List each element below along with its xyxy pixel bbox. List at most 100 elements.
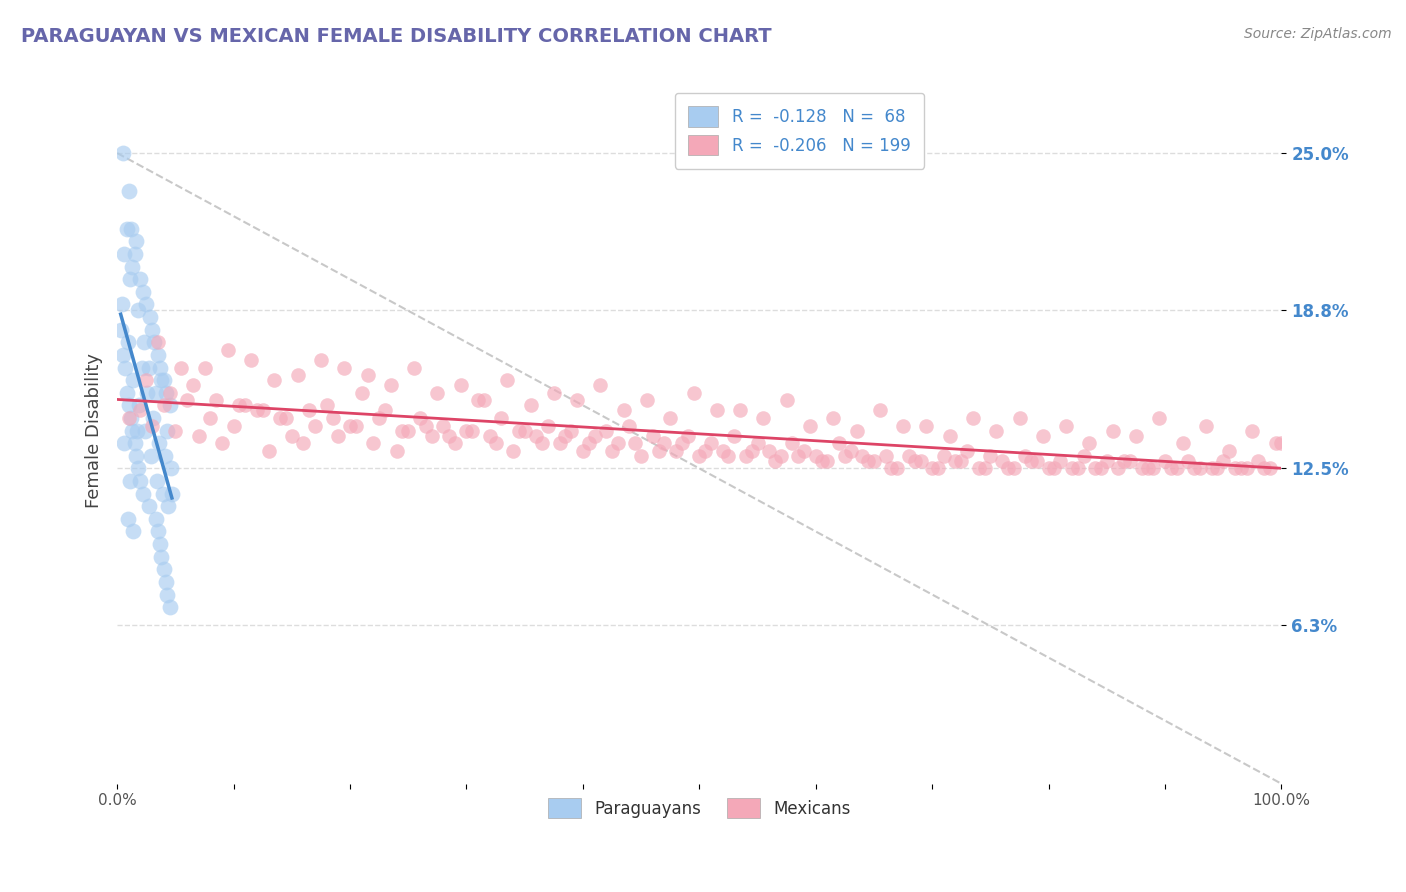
Point — [711, 443, 734, 458]
Point — [682, 385, 704, 400]
Point — [747, 436, 769, 450]
Point — [159, 385, 181, 400]
Point — [728, 403, 751, 417]
Point — [139, 310, 162, 324]
Point — [127, 461, 149, 475]
Point — [665, 443, 688, 458]
Point — [619, 418, 641, 433]
Point — [1218, 443, 1240, 458]
Point — [136, 385, 159, 400]
Point — [426, 385, 449, 400]
Point — [1101, 424, 1123, 438]
Point — [404, 360, 426, 375]
Point — [565, 393, 588, 408]
Point — [122, 373, 145, 387]
Point — [1014, 449, 1036, 463]
Point — [120, 221, 142, 235]
Point — [124, 436, 146, 450]
Point — [1264, 436, 1286, 450]
Point — [1078, 436, 1101, 450]
Point — [1195, 418, 1218, 433]
Point — [1270, 436, 1292, 450]
Point — [938, 428, 960, 442]
Point — [118, 411, 141, 425]
Point — [150, 549, 173, 564]
Point — [114, 360, 136, 375]
Point — [1038, 461, 1060, 475]
Point — [1008, 411, 1031, 425]
Point — [467, 393, 489, 408]
Point — [135, 373, 157, 387]
Point — [1212, 454, 1234, 468]
Point — [159, 398, 181, 412]
Point — [554, 428, 576, 442]
Point — [125, 424, 148, 438]
Point — [138, 500, 160, 514]
Point — [1166, 461, 1188, 475]
Point — [1125, 428, 1147, 442]
Point — [456, 424, 478, 438]
Point — [155, 574, 177, 589]
Point — [135, 297, 157, 311]
Point — [437, 428, 460, 442]
Point — [1090, 461, 1112, 475]
Point — [524, 428, 547, 442]
Point — [356, 368, 378, 383]
Point — [157, 500, 180, 514]
Point — [910, 454, 932, 468]
Point — [700, 436, 723, 450]
Point — [560, 424, 582, 438]
Point — [548, 436, 571, 450]
Point — [763, 454, 786, 468]
Point — [304, 418, 326, 433]
Point — [839, 443, 862, 458]
Point — [176, 393, 198, 408]
Point — [118, 184, 141, 198]
Point — [152, 486, 174, 500]
Point — [641, 428, 664, 442]
Point — [150, 373, 173, 387]
Point — [927, 461, 949, 475]
Point — [815, 454, 838, 468]
Point — [636, 393, 658, 408]
Point — [654, 436, 676, 450]
Point — [1060, 461, 1083, 475]
Point — [1073, 449, 1095, 463]
Legend: Paraguayans, Mexicans: Paraguayans, Mexicans — [541, 791, 858, 825]
Point — [339, 418, 361, 433]
Point — [121, 260, 143, 274]
Point — [217, 343, 239, 357]
Point — [1136, 461, 1159, 475]
Point — [374, 403, 396, 417]
Point — [233, 398, 256, 412]
Point — [125, 235, 148, 249]
Point — [543, 385, 565, 400]
Point — [967, 461, 990, 475]
Point — [1142, 461, 1164, 475]
Point — [122, 524, 145, 539]
Point — [531, 436, 554, 450]
Point — [257, 443, 280, 458]
Point — [472, 393, 495, 408]
Point — [863, 454, 886, 468]
Point — [613, 403, 636, 417]
Point — [886, 461, 908, 475]
Point — [723, 428, 745, 442]
Point — [478, 428, 501, 442]
Point — [676, 428, 699, 442]
Point — [496, 373, 519, 387]
Point — [145, 385, 167, 400]
Point — [115, 221, 138, 235]
Point — [443, 436, 465, 450]
Point — [118, 474, 141, 488]
Point — [1119, 454, 1142, 468]
Point — [143, 335, 166, 350]
Point — [1130, 461, 1153, 475]
Point — [193, 360, 215, 375]
Point — [298, 403, 321, 417]
Point — [111, 297, 134, 311]
Point — [671, 436, 693, 450]
Point — [132, 486, 155, 500]
Point — [823, 411, 845, 425]
Point — [1095, 454, 1118, 468]
